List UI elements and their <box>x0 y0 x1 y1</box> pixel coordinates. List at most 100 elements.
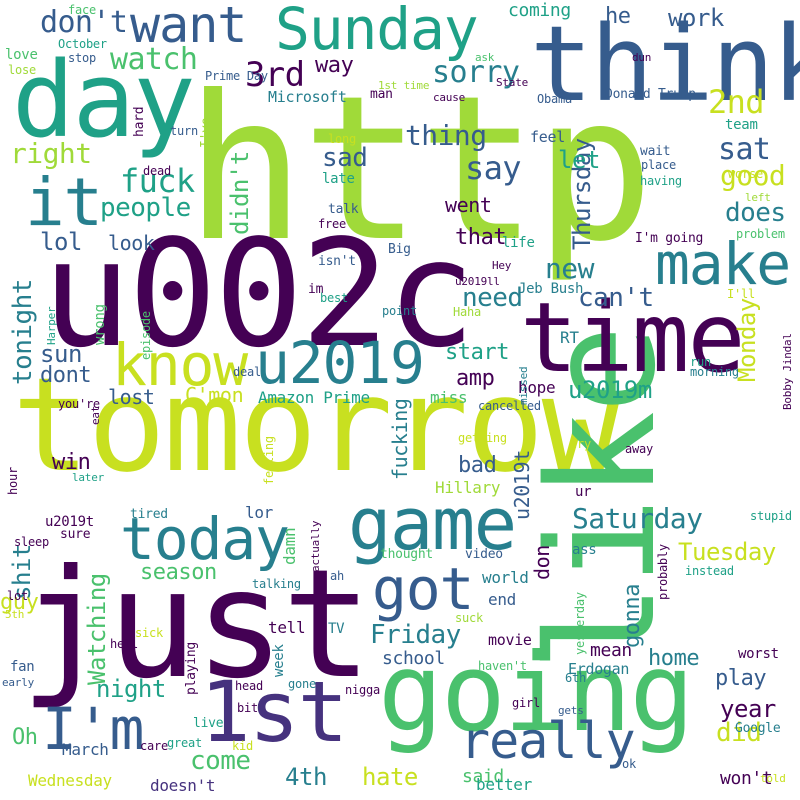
word: lol <box>40 228 82 256</box>
word: fuck <box>120 162 195 200</box>
word: run <box>690 355 711 369</box>
word: Saturday <box>572 502 703 535</box>
word: great <box>167 736 202 750</box>
word: week <box>271 644 287 677</box>
word: work <box>668 4 724 32</box>
word: C'mon <box>185 383 244 407</box>
word: sat <box>718 132 771 167</box>
word: Donald Trump <box>605 87 696 102</box>
word: ask <box>475 51 495 64</box>
word: right <box>10 137 92 170</box>
word: 1st time <box>378 79 430 92</box>
word: cause <box>433 91 466 104</box>
word: point <box>382 304 417 318</box>
word: did <box>716 718 762 748</box>
word: didn't <box>226 151 254 235</box>
word: way <box>315 53 354 78</box>
word: cancelled <box>478 399 541 413</box>
word: know <box>112 331 248 399</box>
word: mean <box>590 640 632 661</box>
word: it <box>25 164 103 241</box>
word: Friday <box>370 620 461 650</box>
word: playing <box>184 642 199 695</box>
word: world <box>482 568 529 587</box>
word: hate <box>362 763 418 791</box>
word: school <box>382 648 445 669</box>
word: u002c <box>42 208 476 380</box>
word: talk <box>328 202 359 217</box>
word: RT <box>560 328 579 347</box>
word: long <box>328 132 356 146</box>
word: gets <box>558 704 584 717</box>
word: good <box>720 159 786 192</box>
word: turn <box>170 124 198 138</box>
word: look <box>108 231 155 255</box>
word: Hey <box>492 259 512 272</box>
word: u2019 <box>255 329 425 397</box>
word: lot <box>7 589 28 603</box>
word: lor <box>245 503 273 522</box>
word: sun <box>40 340 82 368</box>
word: sorry <box>432 55 520 90</box>
word: Tuesday <box>678 538 776 566</box>
word: sick <box>135 626 163 640</box>
word: guy <box>0 590 39 615</box>
word: feel <box>530 128 565 146</box>
word: u2019m <box>568 376 652 404</box>
word: dead <box>143 164 171 178</box>
word: morning <box>690 365 739 379</box>
word: left <box>745 191 771 204</box>
word: Google <box>735 721 781 736</box>
word: 1st <box>200 663 348 761</box>
word: face <box>68 3 96 17</box>
word: actually <box>309 520 322 572</box>
word: TV <box>328 621 345 637</box>
word: 5th <box>5 608 25 621</box>
word: stop <box>68 51 96 65</box>
word: day <box>12 39 196 161</box>
word: year <box>720 695 776 723</box>
word: away <box>625 442 653 456</box>
word: stupid <box>750 509 792 523</box>
word: problem <box>736 227 785 241</box>
word: amp <box>456 366 495 391</box>
word: try <box>570 437 591 451</box>
word: that <box>455 225 507 250</box>
word: later <box>72 471 105 484</box>
word: damn <box>280 527 299 565</box>
word: u2019t <box>510 450 534 520</box>
word: yesterday <box>573 592 587 655</box>
word: say <box>465 149 522 187</box>
word: March <box>62 740 109 759</box>
word: he <box>605 4 631 29</box>
word: lost <box>108 385 155 409</box>
word: Haha <box>453 305 481 319</box>
word: Wednesday <box>28 771 112 790</box>
word: talking <box>252 577 301 591</box>
word: don <box>530 545 554 580</box>
word: worse <box>728 167 763 181</box>
word: worst <box>738 646 779 662</box>
word: love <box>5 47 38 63</box>
word: I'm going <box>635 231 704 246</box>
word: tonight <box>8 279 38 385</box>
word: new <box>545 252 594 285</box>
word: Microsoft <box>268 88 347 106</box>
word: I've <box>199 117 214 148</box>
word: think <box>530 3 800 125</box>
word: bit <box>237 701 258 715</box>
word: probably <box>656 544 670 600</box>
word: live <box>193 716 224 731</box>
word: really <box>460 712 636 770</box>
word: need <box>462 283 523 313</box>
word: want <box>130 0 247 54</box>
word: instead <box>685 564 734 578</box>
word: today <box>120 505 290 573</box>
word: thought <box>380 547 433 562</box>
word: episode <box>139 311 153 360</box>
word: ah <box>330 569 344 583</box>
word: Hillary <box>435 478 501 497</box>
word: won't <box>720 768 773 789</box>
word: better <box>476 775 532 794</box>
